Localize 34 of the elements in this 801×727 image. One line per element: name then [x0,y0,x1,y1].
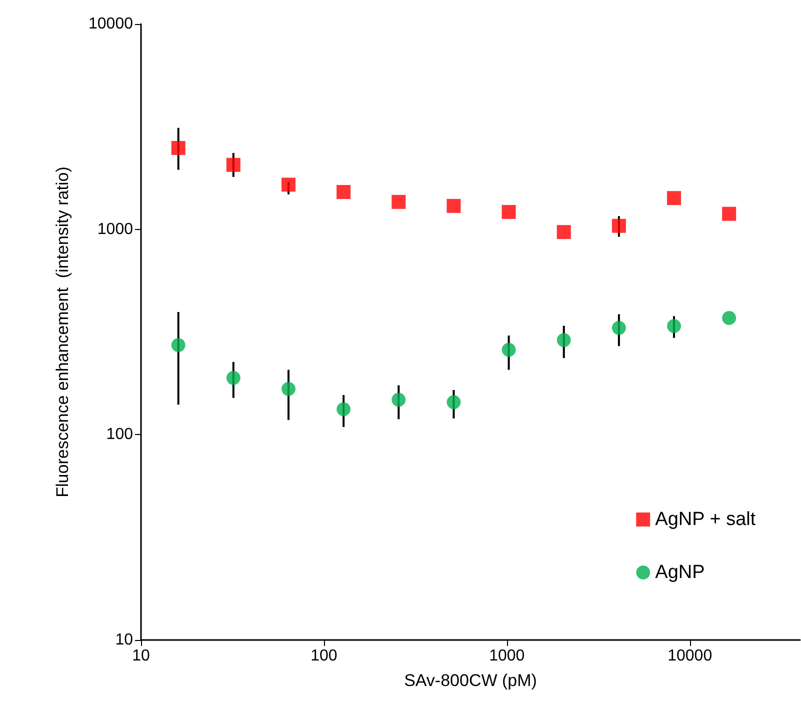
x-tick-label: 10000 [668,648,712,664]
y-tick-label: 100 [106,426,134,444]
point [612,218,626,233]
point [281,178,296,192]
y-tick-label: 10000 [88,16,134,32]
y-axis-title: Fluorescence enhancement (intensity ratio) [53,166,72,498]
legend-label: AgNP + salt [655,509,756,530]
point [392,392,406,407]
point [226,370,240,385]
x-tick-label: 1000 [489,648,525,664]
point [446,395,461,410]
x-tick-label: 10 [132,648,150,664]
point [612,320,626,335]
point [502,204,516,219]
point [336,184,351,199]
point [556,225,571,240]
point [722,206,736,221]
y-tick-label: 1000 [97,220,134,238]
point [446,198,461,213]
legend-label: AgNP [655,562,705,583]
y-tick-label: 10 [115,632,134,648]
point [392,194,406,209]
point [171,338,186,352]
point [667,191,682,206]
point [171,140,186,155]
x-axis-title: SAv-800CW (pM) [404,671,537,690]
point [336,402,351,416]
point [282,382,296,396]
point [667,319,682,334]
point [722,311,736,325]
point [502,342,516,357]
point [226,158,240,172]
point [556,333,571,348]
x-tick-label: 100 [310,648,338,664]
